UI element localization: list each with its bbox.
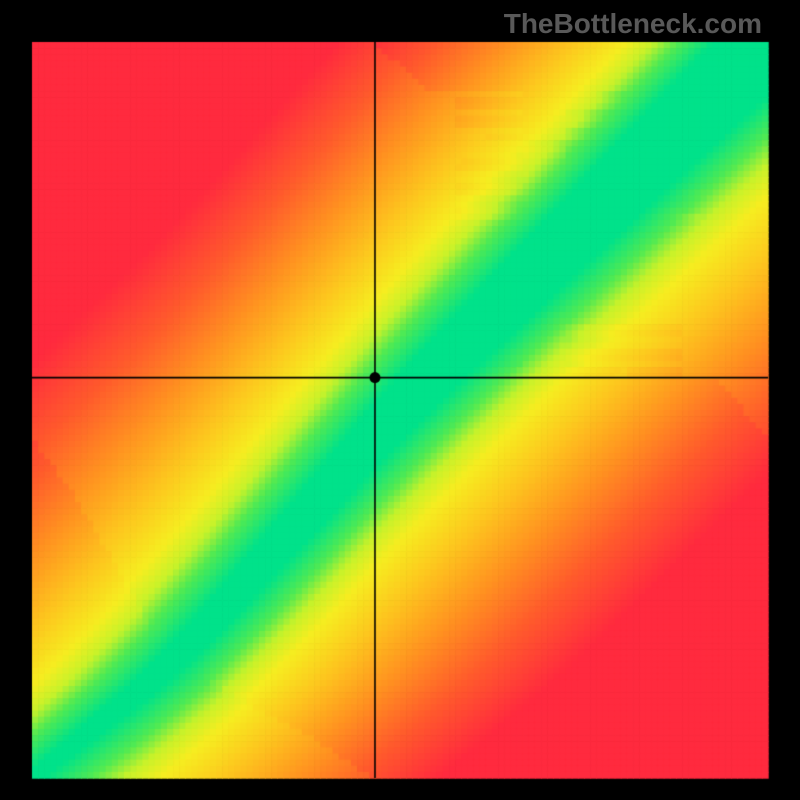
chart-container: { "watermark": { "text": "TheBottleneck.…: [0, 0, 800, 800]
bottleneck-heatmap: [0, 0, 800, 800]
